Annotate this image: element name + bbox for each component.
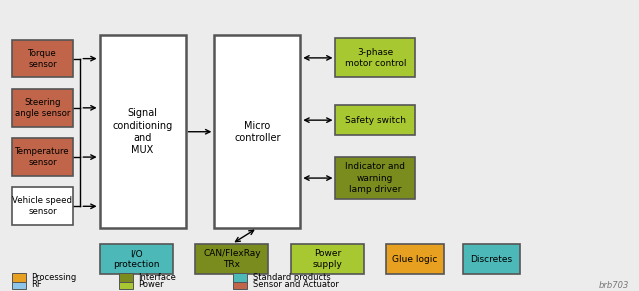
Bar <box>233 273 247 282</box>
Text: Vehicle speed
sensor: Vehicle speed sensor <box>12 196 72 216</box>
Bar <box>195 244 268 274</box>
Text: brb703: brb703 <box>598 281 629 290</box>
Text: Temperature
sensor: Temperature sensor <box>15 147 70 167</box>
Bar <box>119 273 133 282</box>
Text: RF: RF <box>31 280 42 289</box>
Text: Standard products: Standard products <box>252 273 330 282</box>
Text: Steering
angle sensor: Steering angle sensor <box>15 98 70 118</box>
Bar <box>233 280 247 289</box>
Text: Signal
conditioning
and
MUX: Signal conditioning and MUX <box>112 108 173 155</box>
Bar <box>335 38 415 77</box>
Bar <box>214 36 300 228</box>
Bar <box>387 244 444 274</box>
Text: Torque
sensor: Torque sensor <box>28 49 57 69</box>
Bar <box>100 244 173 274</box>
Bar <box>12 40 73 77</box>
Bar <box>12 280 26 289</box>
Text: Micro
controller: Micro controller <box>234 120 281 143</box>
Text: Power
supply: Power supply <box>312 249 343 269</box>
Text: Discretes: Discretes <box>470 255 512 264</box>
Text: Processing: Processing <box>31 273 77 282</box>
Bar <box>100 36 185 228</box>
Text: 3-phase
motor control: 3-phase motor control <box>344 48 406 68</box>
Text: I/O
protection: I/O protection <box>113 249 160 269</box>
Bar <box>291 244 364 274</box>
Bar <box>463 244 520 274</box>
Bar <box>335 157 415 199</box>
Text: Interface: Interface <box>138 273 176 282</box>
Text: Power: Power <box>138 280 164 289</box>
Bar <box>12 187 73 225</box>
Text: Indicator and
warning
lamp driver: Indicator and warning lamp driver <box>345 162 405 194</box>
Bar <box>12 138 73 176</box>
Text: Sensor and Actuator: Sensor and Actuator <box>252 280 339 289</box>
Bar <box>335 105 415 135</box>
Bar <box>12 89 73 127</box>
Text: Safety switch: Safety switch <box>345 116 406 125</box>
Text: Glue logic: Glue logic <box>392 255 438 264</box>
Bar <box>119 280 133 289</box>
Text: CAN/FlexRay
TRx: CAN/FlexRay TRx <box>203 249 261 269</box>
Bar <box>12 273 26 282</box>
